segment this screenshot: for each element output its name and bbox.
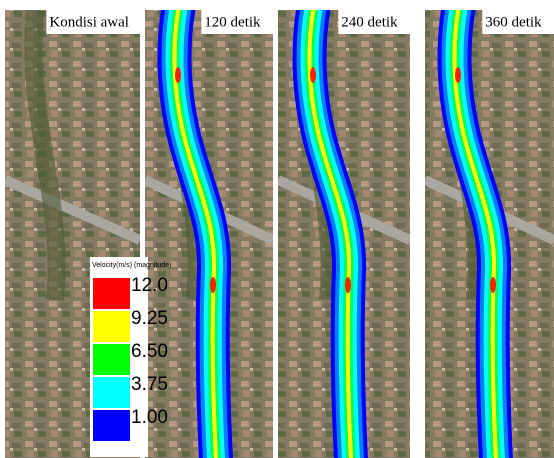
legend-swatch bbox=[93, 278, 130, 309]
panel bbox=[278, 0, 410, 458]
velocity-peak bbox=[175, 67, 181, 83]
legend-label: 9.25 bbox=[131, 308, 168, 329]
legend-title: Velocity(m/s) (magnitude) bbox=[92, 262, 171, 269]
velocity-peak bbox=[455, 67, 461, 83]
legend-label: 1.00 bbox=[131, 407, 168, 428]
legend-swatch bbox=[93, 344, 130, 375]
panels: Kondisi awal 120 detik 240 detik 360 detik bbox=[5, 0, 554, 458]
legend-label: 6.50 bbox=[131, 341, 168, 362]
velocity-peak bbox=[345, 277, 351, 293]
legend-label: 3.75 bbox=[131, 374, 168, 395]
velocity-peak bbox=[210, 277, 216, 293]
legend-swatch bbox=[93, 410, 130, 441]
panel-label: Kondisi awal bbox=[49, 14, 129, 30]
panel-label: 240 detik bbox=[341, 14, 398, 30]
page: {"panels": [ {"label": "Kondisi awal", "… bbox=[0, 0, 554, 458]
legend: Velocity(m/s) (magnitude) 12.0 9.25 6.50 3.7… bbox=[90, 257, 171, 457]
figure: Kondisi awal120 detik240 detik360 detik … bbox=[0, 0, 554, 458]
legend-swatch bbox=[93, 311, 130, 342]
velocity-peak bbox=[490, 277, 496, 293]
panel bbox=[425, 0, 554, 458]
legend-label: 12.0 bbox=[131, 275, 168, 296]
velocity-peak bbox=[310, 67, 316, 83]
panel-label: 360 detik bbox=[485, 14, 542, 30]
legend-swatch bbox=[93, 377, 130, 408]
panel-label: 120 detik bbox=[204, 14, 261, 30]
